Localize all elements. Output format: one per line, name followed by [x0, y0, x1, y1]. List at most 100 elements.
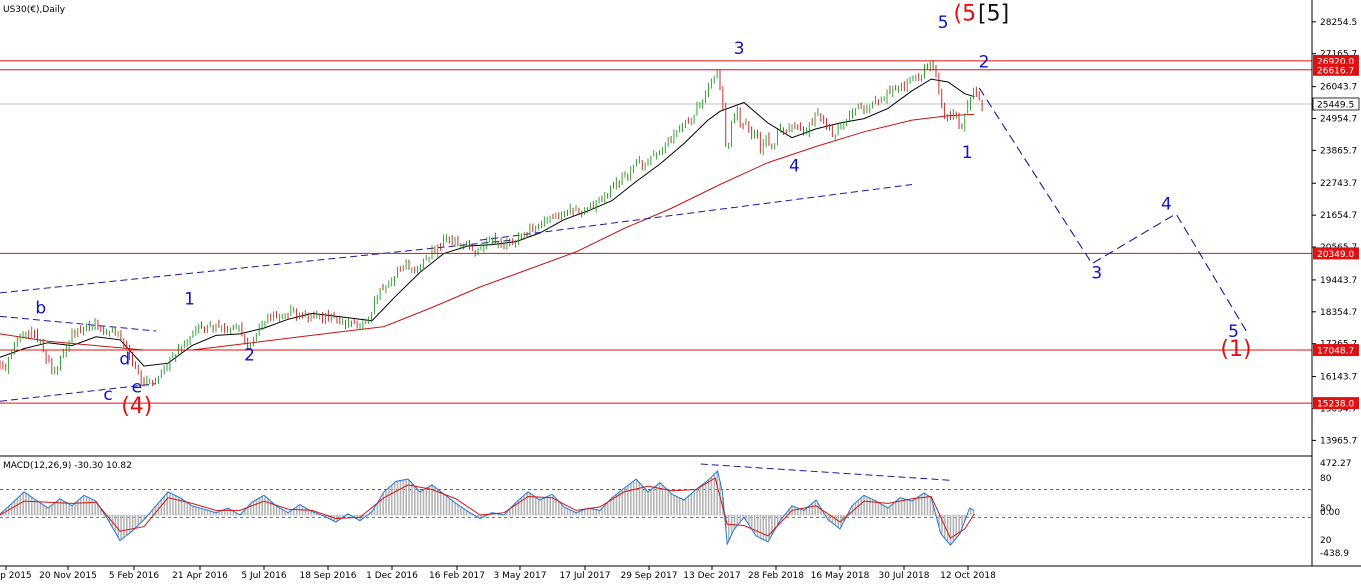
macd-histogram-bar [765, 515, 767, 541]
macd-histogram-bar [875, 501, 877, 515]
macd-histogram-bar [590, 509, 592, 515]
macd-histogram-bar [14, 501, 16, 515]
macd-histogram-bar [526, 493, 528, 515]
macd-histogram-bar [43, 505, 45, 515]
macd-histogram-bar [924, 493, 926, 515]
macd-histogram-bar [86, 496, 88, 515]
macd-histogram-bar [138, 515, 140, 525]
wave-label: 2 [979, 52, 990, 72]
macd-histogram-bar [175, 496, 177, 515]
macd-histogram-bar [564, 507, 566, 515]
macd-histogram-bar [886, 508, 888, 516]
macd-histogram-bar [696, 489, 698, 515]
macd-tick-label: 0.00 [1320, 508, 1340, 518]
macd-histogram-bar [633, 481, 635, 515]
macd-histogram-bar [45, 507, 47, 515]
macd-histogram-bar [261, 496, 263, 515]
macd-histogram-bar [538, 499, 540, 515]
macd-tick-label: 80 [1320, 474, 1332, 484]
macd-histogram-bar [403, 480, 405, 515]
macd-histogram-bar [115, 515, 117, 532]
macd-histogram-bar [760, 515, 762, 538]
macd-tick-label: 472.27 [1320, 459, 1352, 469]
macd-histogram-bar [881, 504, 883, 515]
macd-histogram-bar [607, 502, 609, 515]
macd-histogram-bar [547, 496, 549, 515]
macd-histogram-bar [192, 506, 194, 515]
macd-histogram-bar [912, 500, 914, 515]
x-tick-label: 7 Sep 2015 [0, 571, 32, 581]
macd-histogram-bar [541, 499, 543, 515]
macd-histogram-bar [811, 503, 813, 515]
macd-histogram-bar [267, 499, 269, 515]
wave-label: 5 [938, 13, 949, 33]
macd-histogram-bar [25, 493, 27, 515]
macd-histogram-bar [276, 506, 278, 515]
macd-histogram-bar [953, 515, 955, 542]
y-tick-label: 28254.5 [1320, 18, 1357, 28]
macd-histogram-bar [302, 506, 304, 515]
macd-histogram-bar [878, 503, 880, 516]
y-tick-label: 16143.7 [1320, 373, 1357, 383]
macd-histogram-bar [558, 501, 560, 515]
macd-histogram-bar [135, 515, 137, 528]
macd-histogram-bar [166, 493, 168, 515]
wave-label: (5 [954, 2, 977, 27]
x-tick-label: 16 Feb 2017 [429, 571, 485, 581]
macd-histogram-bar [457, 505, 459, 515]
macd-histogram-bar [656, 485, 658, 515]
macd-histogram-bar [19, 496, 21, 515]
macd-histogram-bar [60, 499, 62, 515]
macd-histogram-bar [630, 483, 632, 515]
macd-histogram-bar [189, 504, 191, 515]
macd-histogram-bar [449, 498, 451, 515]
y-tick-label: 23865.7 [1320, 146, 1357, 156]
macd-histogram-bar [907, 500, 909, 515]
macd-histogram-bar [693, 491, 695, 515]
macd-histogram-bar [636, 480, 638, 515]
macd-histogram-bar [535, 497, 537, 515]
macd-histogram-bar [610, 499, 612, 515]
wave-label: b [35, 298, 46, 318]
macd-histogram-bar [198, 508, 200, 515]
macd-histogram-bar [397, 481, 399, 515]
macd-histogram-bar [705, 482, 707, 515]
macd-histogram-bar [446, 496, 448, 515]
macd-histogram-bar [708, 480, 710, 515]
macd-histogram-bar [814, 501, 816, 515]
macd-histogram-bar [400, 481, 402, 515]
x-tick-label: 12 Oct 2018 [940, 571, 996, 581]
macd-histogram-bar [414, 486, 416, 515]
macd-histogram-bar [68, 504, 70, 515]
x-tick-label: 30 Jul 2018 [879, 571, 930, 581]
macd-histogram-bar [627, 485, 629, 515]
x-tick-label: 13 Dec 2017 [683, 571, 741, 581]
macd-histogram-bar [74, 503, 76, 515]
wave-label: [5] [978, 2, 1009, 27]
macd-histogram-bar [904, 499, 906, 515]
macd-histogram-bar [930, 497, 932, 515]
macd-histogram-bar [667, 490, 669, 515]
macd-tick-label: 20 [1320, 536, 1332, 546]
macd-histogram-bar [665, 488, 667, 515]
macd-histogram-bar [22, 493, 24, 515]
x-tick-label: 21 Apr 2016 [172, 571, 228, 581]
macd-histogram-bar [768, 515, 770, 540]
macd-histogram-bar [454, 503, 456, 515]
macd-histogram-bar [670, 493, 672, 515]
macd-histogram-bar [279, 508, 281, 515]
macd-histogram-bar [691, 494, 693, 515]
macd-histogram-bar [927, 495, 929, 515]
wave-label: d [119, 350, 130, 370]
macd-histogram-bar [123, 515, 125, 538]
macd-histogram-bar [117, 515, 119, 537]
x-tick-label: 18 Sep 2016 [299, 571, 356, 581]
wave-label: 1 [184, 290, 195, 310]
macd-histogram-bar [91, 499, 93, 515]
macd-histogram-bar [417, 489, 419, 515]
macd-histogram-bar [391, 485, 393, 515]
y-tick-label: 21654.7 [1320, 211, 1357, 221]
macd-histogram-bar [751, 515, 753, 529]
